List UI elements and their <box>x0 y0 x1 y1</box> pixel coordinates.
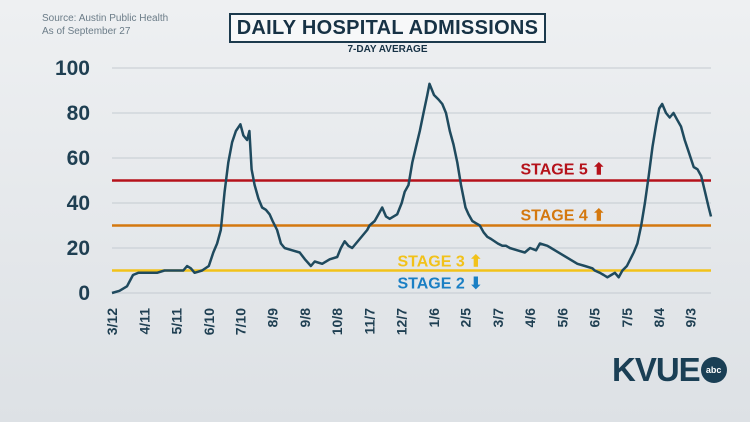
x-tick-label: 4/11 <box>136 308 152 335</box>
x-tick-label: 2/5 <box>458 308 474 328</box>
x-tick-label: 8/9 <box>265 308 281 328</box>
y-tick-label: 60 <box>67 147 90 170</box>
y-tick-label: 20 <box>67 237 90 260</box>
logo-text: KVUE <box>612 351 701 388</box>
source-note: Source: Austin Public Health As of Septe… <box>42 12 168 38</box>
y-tick-label: 0 <box>78 282 90 305</box>
threshold-label: STAGE 2 ⬇ <box>397 276 482 293</box>
chart-title-box: DAILY HOSPITAL ADMISSIONS <box>229 13 546 43</box>
x-tick-label: 3/12 <box>104 308 120 335</box>
x-tick-label: 1/6 <box>426 308 442 328</box>
source-date: As of September 27 <box>42 26 131 37</box>
x-tick-label: 7/10 <box>232 308 248 335</box>
x-tick-label: 11/7 <box>361 308 377 335</box>
threshold-label: STAGE 5 ⬆ <box>520 162 605 179</box>
x-tick-label: 4/6 <box>522 308 538 328</box>
x-tick-label: 7/5 <box>619 308 635 328</box>
series-line <box>111 82 713 295</box>
x-tick-label: 3/7 <box>490 308 506 328</box>
abc-badge-icon: abc <box>700 357 727 383</box>
x-tick-label: 12/7 <box>394 308 410 335</box>
threshold-label: STAGE 4 ⬆ <box>520 208 605 225</box>
x-tick-label: 8/4 <box>651 308 667 328</box>
x-tick-label: 5/6 <box>554 308 570 328</box>
x-tick-label: 6/10 <box>201 308 217 335</box>
x-tick-label: 9/3 <box>683 308 699 328</box>
y-tick-label: 40 <box>67 192 90 215</box>
kvue-logo: KVUE abc <box>612 351 727 388</box>
chart-subtitle: 7-DAY AVERAGE <box>347 44 428 55</box>
y-tick-label: 100 <box>55 57 90 80</box>
x-tick-label: 6/5 <box>587 308 603 328</box>
x-tick-label: 5/11 <box>169 308 185 335</box>
y-tick-label: 80 <box>67 102 90 125</box>
x-tick-label: 9/8 <box>297 308 313 328</box>
chart-title: DAILY HOSPITAL ADMISSIONS <box>236 16 539 39</box>
source-line: Source: Austin Public Health <box>42 13 169 24</box>
threshold-label: STAGE 3 ⬆ <box>397 254 482 271</box>
x-tick-label: 10/8 <box>329 308 345 335</box>
